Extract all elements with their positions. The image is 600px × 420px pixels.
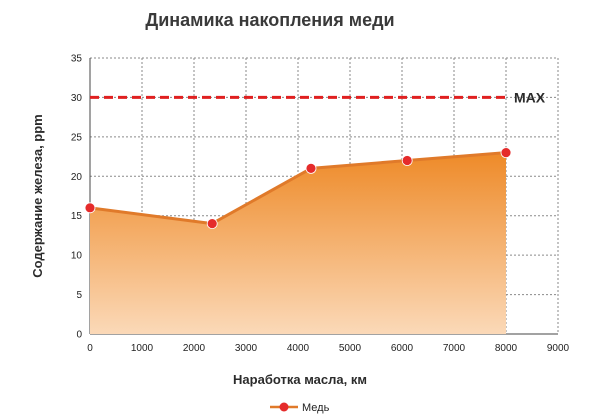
x-tick-label: 6000 [391,343,414,354]
y-tick-label: 5 [76,290,82,301]
max-reference: MAX [90,89,546,105]
x-axis-ticks: 0 1000 2000 3000 4000 5000 6000 7000 8000 9000 [87,343,569,354]
y-axis-title: Содержание железа, ppm [30,114,45,277]
x-tick-label: 5000 [339,343,362,354]
chart-title: Динамика накопления меди [145,10,394,30]
data-point [305,162,317,174]
x-tick-label: 3000 [235,343,258,354]
x-axis-title: Наработка масла, км [233,372,367,387]
x-tick-label: 2000 [183,343,206,354]
x-tick-label: 1000 [131,343,154,354]
max-label: MAX [514,89,546,105]
x-tick-label: 4000 [287,343,310,354]
x-tick-label: 9000 [547,343,570,354]
x-tick-label: 7000 [443,343,466,354]
legend-label: Медь [302,402,330,414]
data-point [84,202,96,214]
legend: Медь [270,402,330,414]
series-area-fill [90,152,506,334]
series-markers [84,147,512,230]
y-tick-label: 30 [71,93,83,104]
data-point [401,155,413,166]
x-tick-label: 8000 [495,343,518,354]
data-point [206,218,218,230]
data-point [500,147,512,159]
y-tick-label: 15 [71,211,83,222]
x-tick-label: 0 [87,343,93,354]
y-tick-label: 35 [71,54,83,65]
plot-area [89,151,507,334]
legend-marker [279,402,289,412]
y-tick-label: 25 [71,132,83,143]
y-tick-label: 20 [71,172,83,183]
y-tick-label: 0 [76,330,82,341]
y-tick-label: 10 [71,251,83,262]
y-axis-ticks: 0 5 10 15 20 25 30 35 [71,54,83,341]
